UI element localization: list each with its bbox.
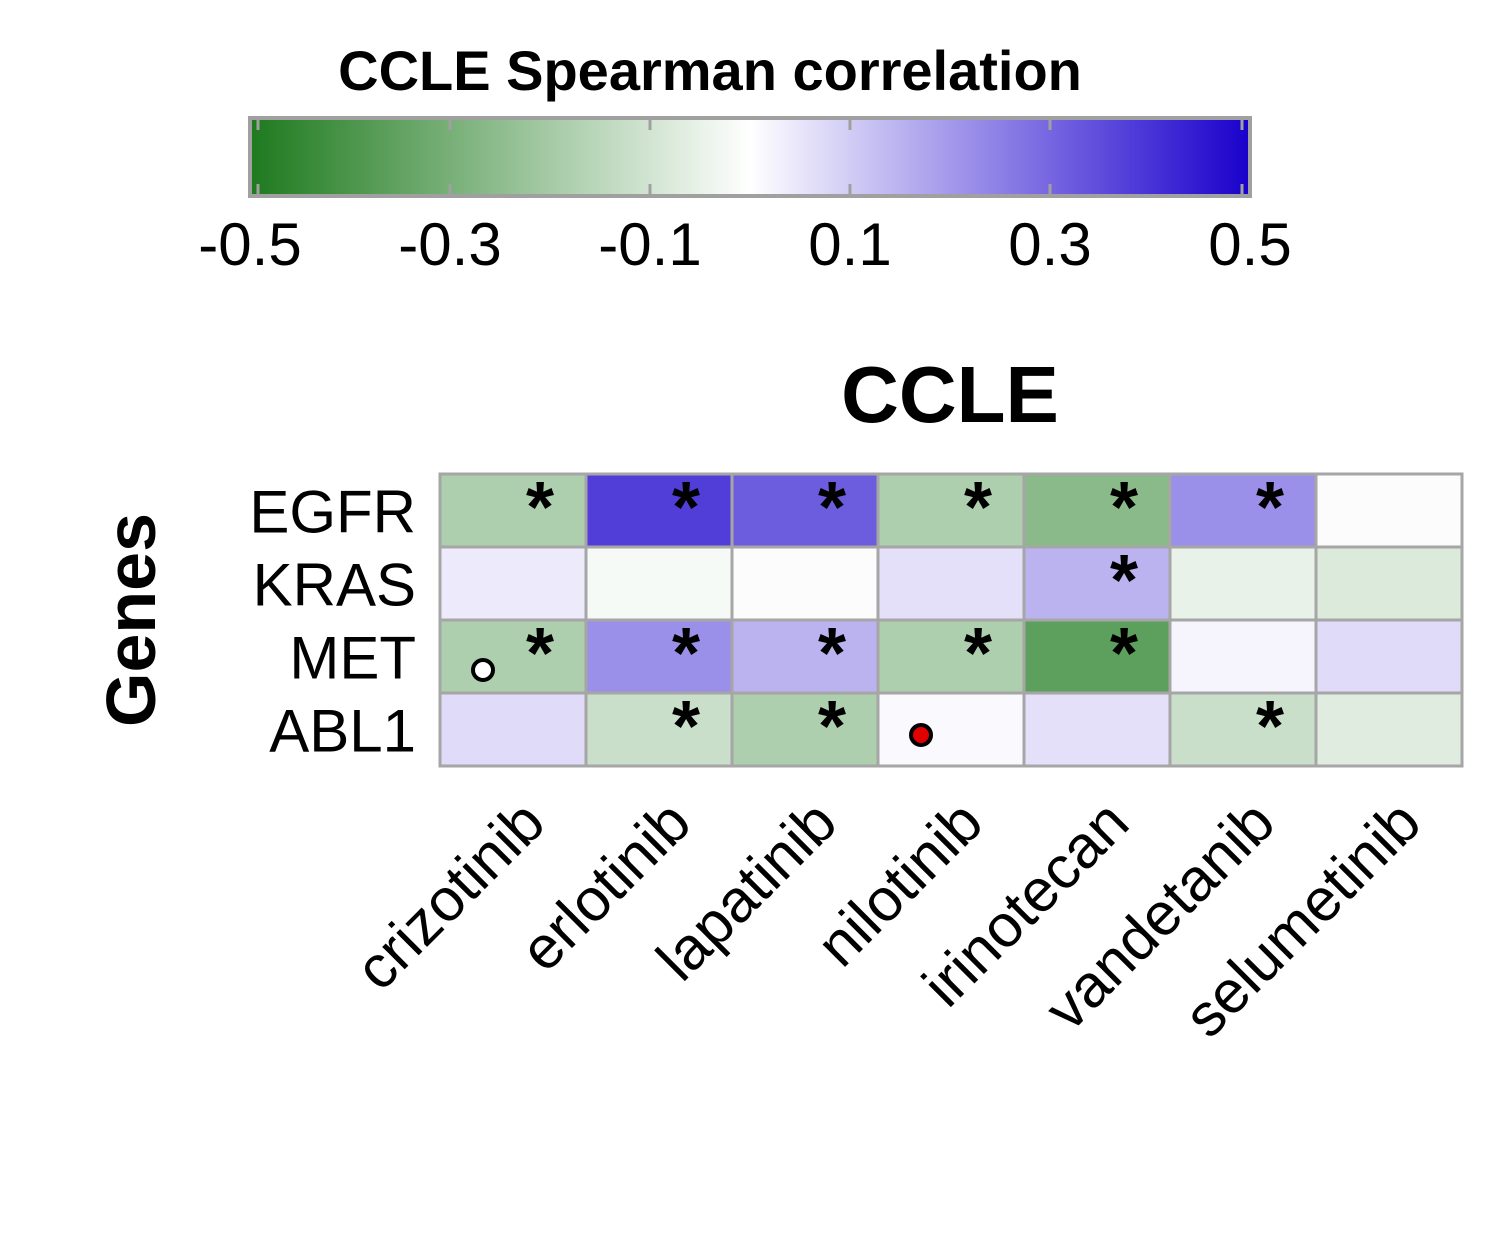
open-circle-marker — [471, 658, 495, 682]
column-label: crizotinib — [342, 788, 557, 1003]
heatmap-cell — [730, 618, 880, 695]
heatmap-cell — [584, 472, 734, 549]
row-label: KRAS — [253, 552, 416, 619]
significance-star: * — [818, 468, 846, 548]
heatmap-cell — [1168, 472, 1318, 549]
heatmap-cell — [876, 618, 1026, 695]
heatmap-cell — [438, 618, 588, 695]
heatmap-cell — [584, 691, 734, 768]
heatmap-cells — [438, 472, 1464, 768]
column-labels: crizotiniberlotiniblapatinibnilotinibiri… — [342, 788, 1433, 1050]
row-label: ABL1 — [269, 698, 416, 765]
significance-star: * — [1110, 541, 1138, 621]
heatmap-cell — [876, 545, 1026, 622]
heatmap-cell — [876, 472, 1026, 549]
chart-title: CCLE — [841, 350, 1059, 439]
significance-star: * — [672, 468, 700, 548]
heatmap-cell — [1168, 545, 1318, 622]
heatmap-cell — [1314, 618, 1464, 695]
significance-star: * — [818, 614, 846, 694]
heatmap-cell — [1022, 618, 1172, 695]
heatmap-cell — [730, 545, 880, 622]
heatmap-cell — [438, 545, 588, 622]
significance-star: * — [1110, 614, 1138, 694]
heatmap-cell — [1022, 691, 1172, 768]
heatmap-cell — [1314, 691, 1464, 768]
heatmap-cell — [1314, 545, 1464, 622]
heatmap-cell — [438, 472, 588, 549]
legend-title: CCLE Spearman correlation — [338, 39, 1082, 102]
point-markers — [471, 658, 933, 747]
significance-star: * — [526, 614, 554, 694]
heatmap-cell — [876, 691, 1026, 768]
colorbar-ticks: -0.5 -0.3 -0.1 0.1 0.3 0.5 — [198, 120, 1292, 278]
colorbar-tick-label: -0.1 — [598, 211, 701, 278]
heatmap-cell — [730, 472, 880, 549]
significance-star: * — [1256, 687, 1284, 767]
significance-star: * — [818, 687, 846, 767]
row-label: EGFR — [249, 479, 416, 546]
colorbar-tick-label: 0.1 — [808, 211, 891, 278]
colorbar-tick-label: -0.5 — [198, 211, 301, 278]
heatmap-cell — [438, 691, 588, 768]
colorbar-tick-label: 0.5 — [1208, 211, 1291, 278]
significance-markers: * * * * * *** * * * ** * * — [526, 468, 1284, 767]
significance-star: * — [672, 687, 700, 767]
red-dot-marker — [909, 723, 933, 747]
significance-star: * — [1256, 468, 1284, 548]
heatmap-cell — [1168, 618, 1318, 695]
colorbar-gradient — [248, 116, 1252, 198]
colorbar-tick-label: 0.3 — [1008, 211, 1091, 278]
heatmap-cell — [1314, 472, 1464, 549]
heatmap-cell — [584, 618, 734, 695]
heatmap-cell — [730, 691, 880, 768]
colorbar: -0.5 -0.3 -0.1 0.1 0.3 0.5 — [198, 116, 1292, 278]
heatmap-cell — [1022, 545, 1172, 622]
heatmap-cell — [584, 545, 734, 622]
significance-star: * — [672, 614, 700, 694]
heatmap-cell — [1168, 691, 1318, 768]
significance-star: * — [1110, 468, 1138, 548]
significance-star: * — [964, 468, 992, 548]
y-axis-label: Genes — [92, 513, 170, 727]
heatmap-cell — [1022, 472, 1172, 549]
colorbar-tick-label: -0.3 — [398, 211, 501, 278]
row-label: MET — [289, 625, 416, 692]
significance-star: * — [964, 614, 992, 694]
significance-star: * — [526, 468, 554, 548]
